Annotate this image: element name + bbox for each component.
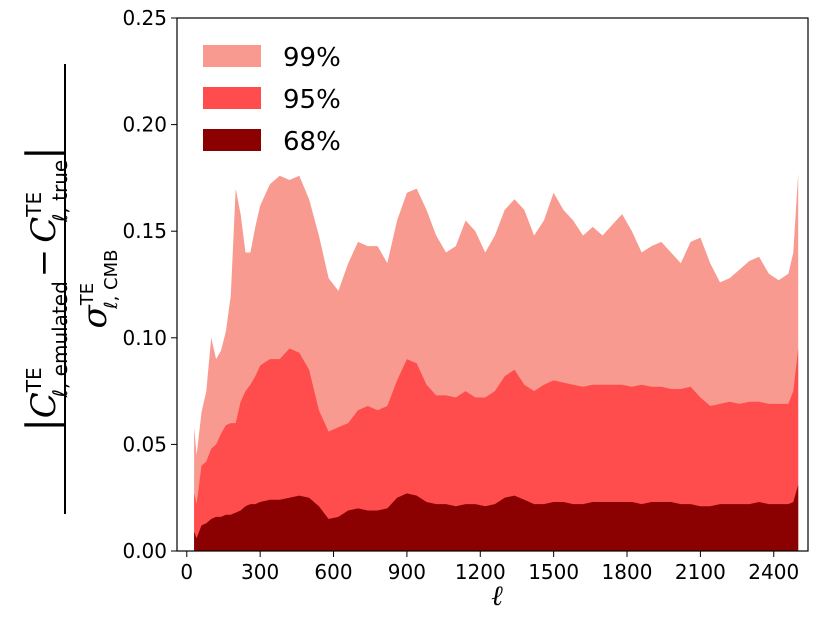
area-68pct bbox=[194, 484, 799, 551]
ylabel-sub-cmb: ℓ, CMB bbox=[101, 250, 122, 310]
ylabel-sup-cmb: TE bbox=[77, 283, 98, 306]
x-tick-label: 1500 bbox=[528, 560, 579, 584]
legend-label-95pct: 95% bbox=[283, 85, 341, 115]
ylabel-sub-emulated: ℓ, emulated bbox=[48, 281, 72, 398]
x-axis: 0 300 600 900 1200 1500 1800 2100 2400 bbox=[180, 551, 799, 584]
plot-frame bbox=[176, 17, 809, 552]
y-tick-label: 0.00 bbox=[122, 539, 167, 563]
legend-swatch-95pct bbox=[203, 87, 261, 109]
x-axis-title: ℓ bbox=[491, 579, 503, 612]
x-tick-label: 900 bbox=[388, 560, 426, 584]
ylabel-sigma: σ bbox=[75, 304, 115, 328]
x-tick-label: 2400 bbox=[748, 560, 799, 584]
legend-label-99pct: 99% bbox=[283, 43, 341, 73]
x-tick-label: 1800 bbox=[602, 560, 653, 584]
ylabel-c-true: C bbox=[24, 217, 64, 243]
ylabel-sup-true: TE bbox=[22, 192, 46, 218]
x-tick-label: 0 bbox=[180, 560, 193, 584]
y-tick-label: 0.15 bbox=[122, 219, 167, 243]
x-tick-label: 2100 bbox=[675, 560, 726, 584]
x-tick-label: 600 bbox=[314, 560, 352, 584]
ylabel-minus: − bbox=[24, 249, 64, 278]
legend: 99% 95% 68% bbox=[203, 43, 341, 157]
y-tick-label: 0.25 bbox=[122, 6, 167, 30]
ylabel-sup-emulated: TE bbox=[22, 367, 46, 393]
y-axis-title: |CTE ℓ, emulated−CTE ℓ, true| σTE ℓ, CMB bbox=[19, 64, 122, 514]
y-axis-denominator: σTE ℓ, CMB bbox=[75, 250, 122, 329]
y-tick-label: 0.20 bbox=[122, 113, 167, 137]
y-axis: 0.00 0.05 0.10 0.15 0.20 0.25 bbox=[122, 6, 177, 563]
y-axis-numerator: |CTE ℓ, emulated−CTE ℓ, true| bbox=[19, 146, 72, 431]
y-tick-label: 0.10 bbox=[122, 326, 167, 350]
ylabel-c-emulated: C bbox=[24, 392, 64, 418]
area-95pct bbox=[194, 348, 799, 551]
ylabel-sub-true: ℓ, true bbox=[48, 160, 72, 223]
x-tick-label: 1200 bbox=[455, 560, 506, 584]
legend-swatch-99pct bbox=[203, 45, 261, 67]
x-tick-label: 300 bbox=[241, 560, 279, 584]
legend-swatch-68pct bbox=[203, 129, 261, 151]
legend-label-68pct: 68% bbox=[283, 127, 341, 157]
y-tick-label: 0.05 bbox=[122, 432, 167, 456]
plot-areas bbox=[194, 173, 799, 551]
